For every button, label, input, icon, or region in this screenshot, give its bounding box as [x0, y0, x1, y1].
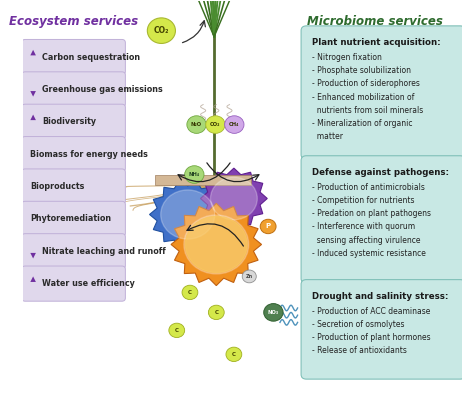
FancyBboxPatch shape [301, 279, 465, 379]
Text: matter: matter [311, 132, 343, 141]
Text: - Production of siderophores: - Production of siderophores [311, 79, 419, 88]
Text: Bioproducts: Bioproducts [30, 182, 85, 191]
Circle shape [225, 116, 244, 134]
Text: - Production of ACC deaminase: - Production of ACC deaminase [311, 307, 430, 316]
Text: CH₄: CH₄ [229, 122, 239, 127]
Text: Plant nutrient acquisition:: Plant nutrient acquisition: [311, 38, 440, 47]
Text: Zn: Zn [246, 274, 253, 279]
Text: C: C [214, 310, 219, 315]
Text: CO₂: CO₂ [210, 122, 220, 127]
Text: Water use efficiency: Water use efficiency [42, 279, 135, 288]
Circle shape [187, 116, 206, 134]
Text: - Release of antioxidants: - Release of antioxidants [311, 346, 407, 355]
Text: Carbon sequestration: Carbon sequestration [42, 53, 140, 61]
Circle shape [206, 116, 225, 134]
FancyBboxPatch shape [155, 174, 251, 184]
Circle shape [260, 219, 276, 234]
FancyBboxPatch shape [22, 39, 125, 75]
Text: sensing affecting virulence: sensing affecting virulence [311, 236, 420, 245]
FancyBboxPatch shape [22, 266, 125, 301]
Circle shape [147, 18, 175, 43]
Circle shape [185, 217, 247, 273]
Text: - Competition for nutrients: - Competition for nutrients [311, 196, 414, 205]
Text: - Production of plant hormones: - Production of plant hormones [311, 333, 430, 342]
Circle shape [185, 166, 204, 183]
Text: Phytoremediation: Phytoremediation [30, 215, 111, 223]
Circle shape [161, 190, 215, 239]
FancyBboxPatch shape [22, 104, 125, 140]
Text: NH₄: NH₄ [189, 172, 200, 177]
Text: - Secretion of osmolytes: - Secretion of osmolytes [311, 320, 404, 329]
Text: - Production of antimicrobials: - Production of antimicrobials [311, 183, 425, 192]
Circle shape [226, 347, 242, 362]
Text: Biodiversity: Biodiversity [42, 117, 96, 126]
Text: - Mineralization of organic: - Mineralization of organic [311, 119, 412, 128]
Circle shape [209, 305, 224, 320]
Text: Microbiome services: Microbiome services [307, 15, 442, 28]
FancyBboxPatch shape [22, 234, 125, 269]
Circle shape [182, 285, 198, 300]
FancyBboxPatch shape [22, 201, 125, 237]
Text: Ecosystem services: Ecosystem services [9, 15, 138, 28]
Polygon shape [149, 180, 226, 248]
Circle shape [264, 304, 283, 321]
Text: Biomass for energy needs: Biomass for energy needs [30, 150, 148, 159]
Text: N₂O: N₂O [191, 122, 202, 127]
Text: Drought and salinity stress:: Drought and salinity stress: [311, 292, 448, 301]
FancyBboxPatch shape [301, 156, 465, 283]
FancyBboxPatch shape [22, 137, 125, 172]
Text: NO₃: NO₃ [268, 310, 279, 315]
Polygon shape [201, 168, 267, 229]
Text: C: C [232, 352, 236, 357]
Text: - Nitrogen fixation: - Nitrogen fixation [311, 53, 382, 62]
Circle shape [169, 323, 185, 338]
Text: - Predation on plant pathogens: - Predation on plant pathogens [311, 209, 430, 218]
Text: nutrients from soil minerals: nutrients from soil minerals [311, 106, 423, 115]
Text: - Interference with quorum: - Interference with quorum [311, 223, 415, 231]
FancyBboxPatch shape [301, 26, 465, 159]
Text: C: C [188, 290, 192, 295]
Text: P: P [265, 223, 271, 229]
Text: Greenhouse gas emissions: Greenhouse gas emissions [42, 85, 163, 94]
FancyBboxPatch shape [22, 72, 125, 107]
Circle shape [242, 270, 256, 283]
Text: Defense against pathogens:: Defense against pathogens: [311, 168, 448, 177]
Text: CO₂: CO₂ [154, 26, 169, 35]
Polygon shape [171, 203, 262, 286]
Text: - Induced systemic resistance: - Induced systemic resistance [311, 249, 426, 258]
Text: - Enhanced mobilization of: - Enhanced mobilization of [311, 93, 414, 101]
FancyBboxPatch shape [22, 169, 125, 204]
Circle shape [210, 177, 257, 220]
Text: - Phosphate solubilization: - Phosphate solubilization [311, 66, 410, 75]
Text: Nitrate leaching and runoff: Nitrate leaching and runoff [42, 247, 165, 256]
Text: C: C [175, 328, 179, 333]
Circle shape [184, 215, 249, 274]
